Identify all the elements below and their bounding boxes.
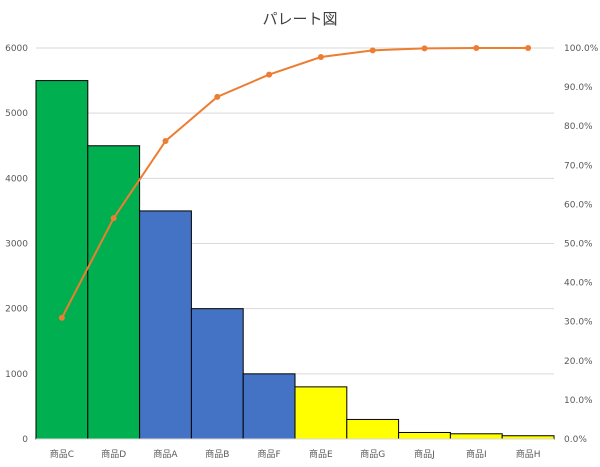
y-left-tick-label: 5000 — [5, 109, 28, 119]
bar — [35, 80, 89, 440]
bar — [242, 373, 296, 440]
y-right-tick-label: 40.0% — [564, 279, 593, 289]
cumulative-point — [110, 215, 117, 222]
bar — [190, 308, 244, 440]
x-category-label: 商品J — [414, 448, 435, 460]
bar — [449, 433, 503, 440]
cumulative-point — [162, 138, 169, 145]
x-category-label: 商品I — [466, 448, 487, 460]
bar — [139, 210, 192, 440]
cumulative-point — [266, 71, 273, 78]
y-right-tick-label: 80.0% — [564, 122, 593, 132]
x-category-label: 商品E — [309, 448, 333, 460]
x-category-label: 商品A — [153, 448, 178, 460]
y-left-tick-label: 1000 — [5, 370, 28, 380]
x-category-label: 商品B — [205, 448, 229, 460]
cumulative-point — [369, 47, 376, 54]
x-category-label: 商品F — [258, 448, 281, 460]
y-left-tick-label: 2000 — [5, 305, 28, 315]
y-right-tick-label: 30.0% — [564, 318, 593, 328]
cumulative-point — [58, 314, 65, 321]
bar — [294, 386, 348, 440]
y-right-tick-label: 100.0% — [564, 44, 599, 54]
cumulative-point — [525, 45, 532, 51]
y-right-tick-label: 60.0% — [564, 200, 593, 210]
chart-title: パレート図 — [262, 10, 338, 28]
y-right-tick-label: 50.0% — [564, 240, 593, 250]
cumulative-point — [473, 45, 480, 51]
cumulative-point — [317, 53, 324, 60]
x-category-label: 商品G — [360, 448, 385, 460]
y-right-tick-label: 90.0% — [564, 83, 593, 93]
cumulative-point — [421, 45, 428, 52]
x-category-label: 商品H — [516, 448, 541, 460]
y-left-tick-label: 6000 — [5, 44, 28, 54]
x-category-label: 商品D — [101, 448, 126, 460]
bar — [346, 418, 400, 440]
bar — [398, 431, 451, 440]
cumulative-line — [61, 47, 529, 319]
y-right-tick-label: 10.0% — [564, 396, 593, 406]
y-right-tick-label: 70.0% — [564, 161, 593, 171]
y-left-tick-label: 0 — [22, 435, 28, 445]
x-category-label: 商品C — [50, 448, 74, 460]
cumulative-point — [214, 93, 221, 100]
y-right-tick-label: 0.0% — [564, 435, 587, 445]
y-right-tick-label: 20.0% — [564, 357, 593, 367]
y-left-tick-label: 3000 — [5, 240, 28, 250]
y-left-tick-label: 4000 — [5, 174, 28, 184]
